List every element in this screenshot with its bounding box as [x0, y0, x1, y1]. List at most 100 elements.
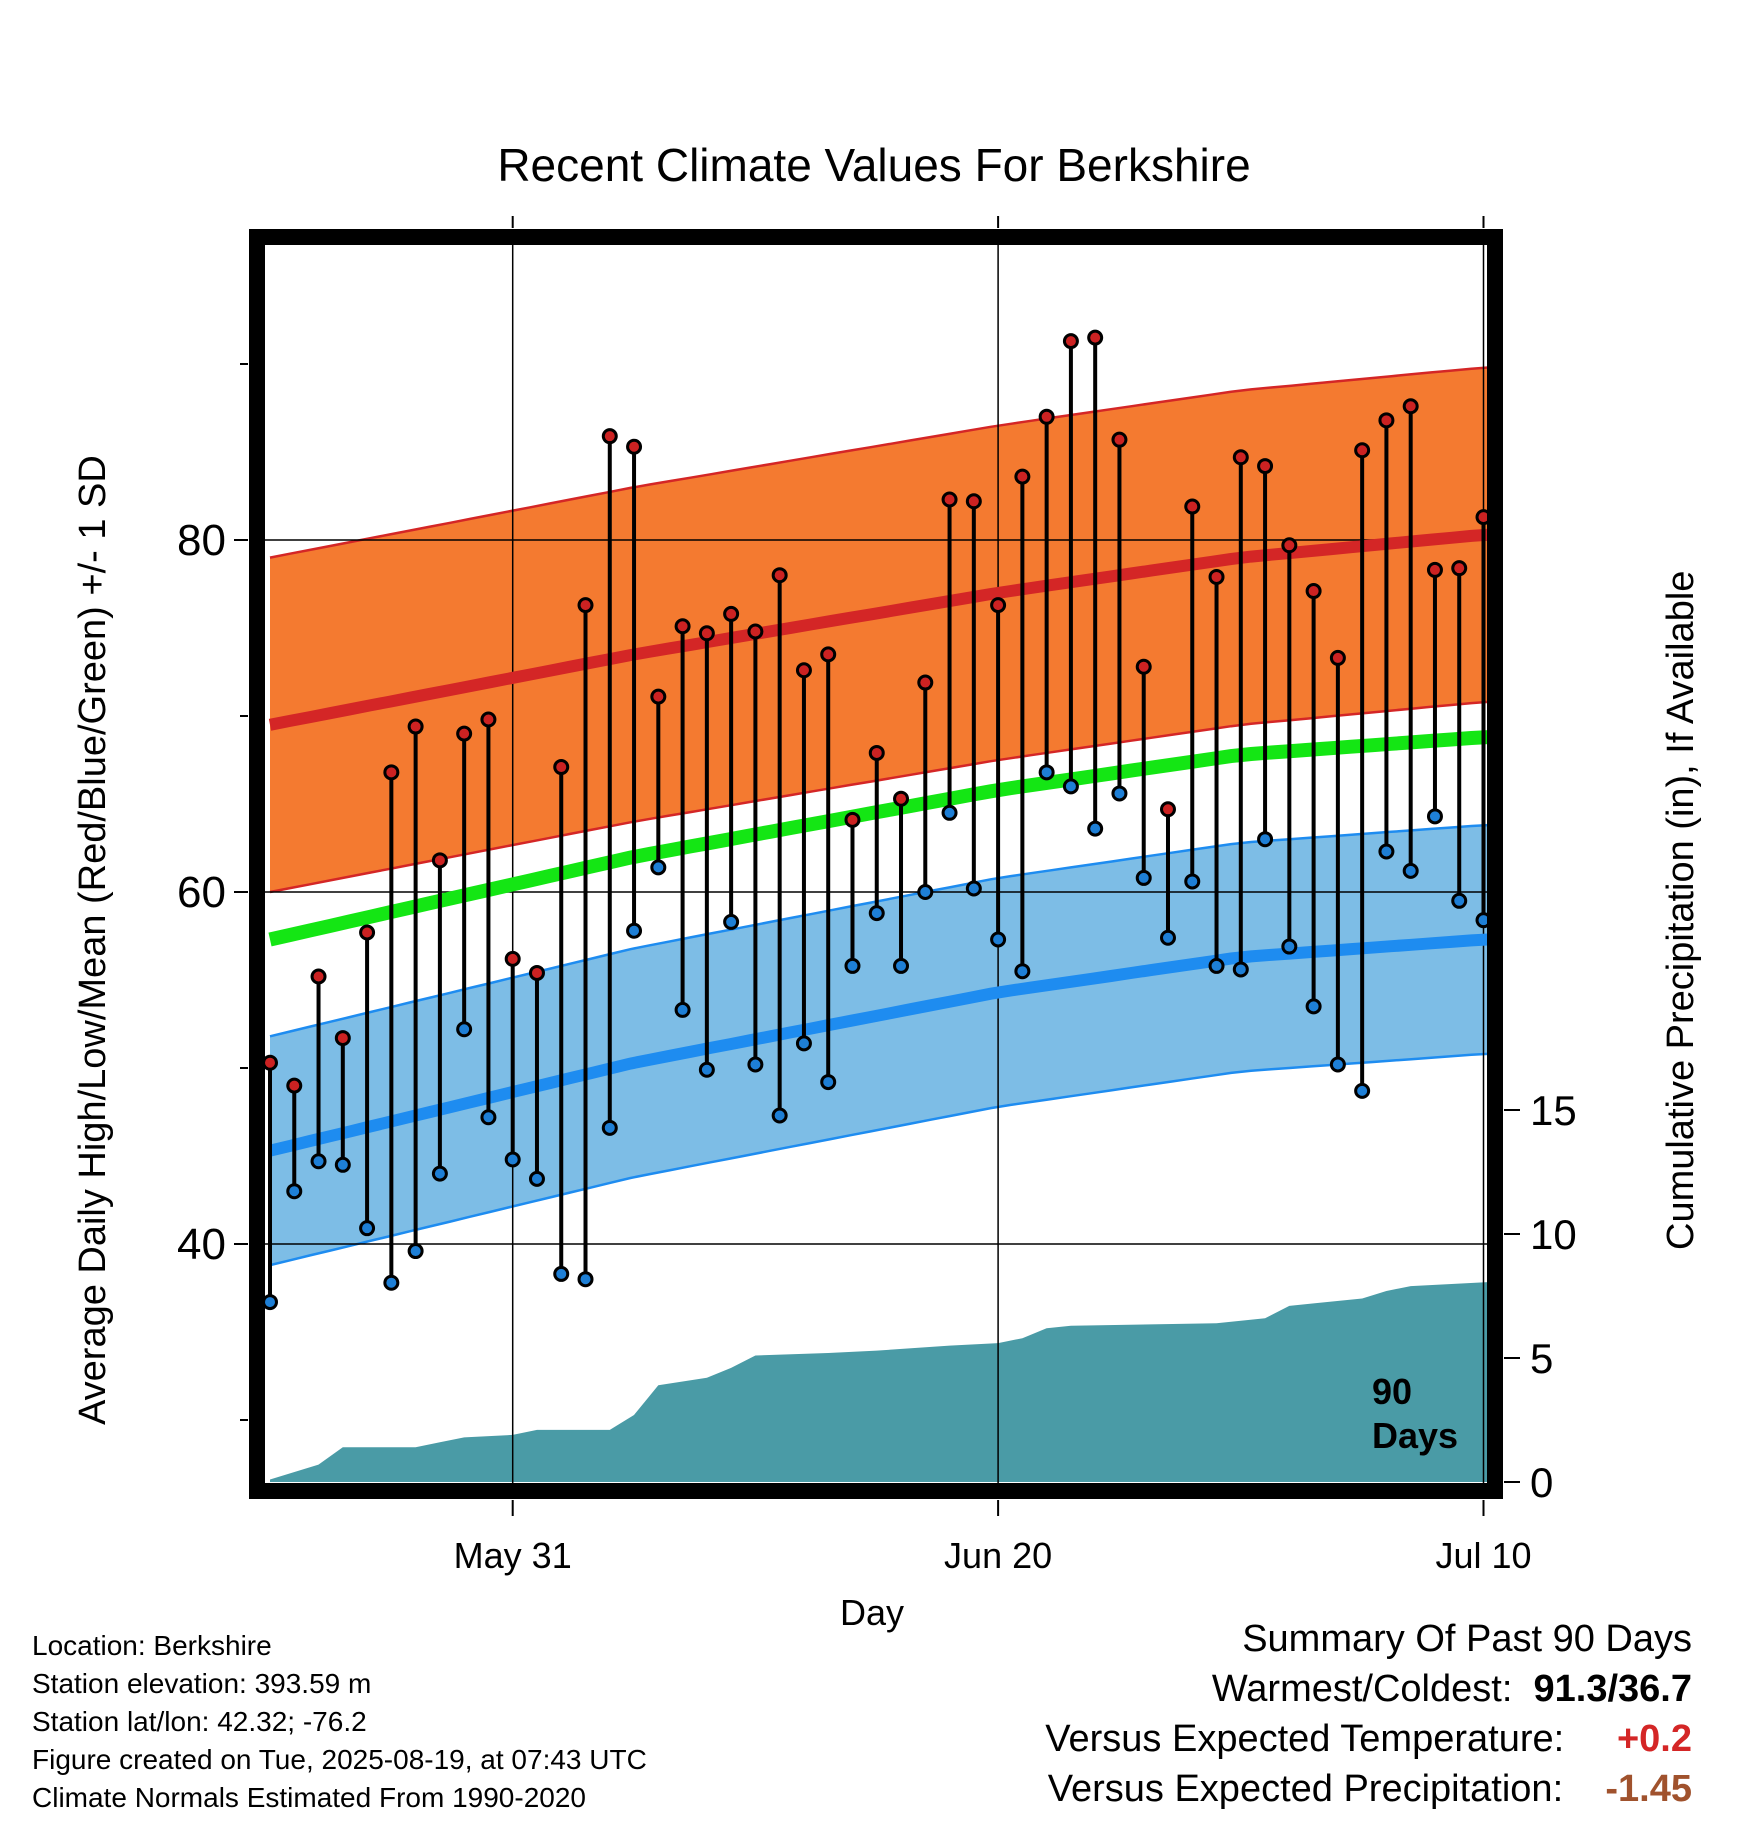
high-sd-band-lower-edge: [269, 700, 1490, 894]
meta-created: Figure created on Tue, 2025-08-19, at 07…: [32, 1744, 647, 1775]
summary-warmest-coldest-value: 91.3/36.7: [1533, 1668, 1692, 1710]
daily-low-point: [1062, 778, 1079, 795]
daily-low-point: [1354, 1082, 1371, 1099]
daily-low-point: [868, 905, 885, 922]
y-right-tick-label-5: 5: [1530, 1335, 1553, 1382]
daily-low-point: [1550, 766, 1563, 779]
y-left-tick-label-40: 40: [177, 1220, 226, 1269]
daily-low-point: [626, 922, 643, 939]
daily-low-point: [1232, 961, 1249, 978]
daily-low-point: [1378, 843, 1395, 860]
daily-high-point: [674, 618, 691, 635]
normal-low-line: [268, 933, 1490, 1157]
x-axis-label: Day: [840, 1592, 905, 1633]
summary-warmest-coldest-label: Warmest/Coldest:: [1211, 1668, 1513, 1710]
daily-low-point: [650, 859, 667, 876]
daily-low-point: [456, 1021, 473, 1038]
daily-high-point: [553, 759, 570, 776]
daily-high-point: [1526, 449, 1539, 462]
daily-low-point: [1501, 866, 1514, 879]
daily-low-point: [1087, 820, 1104, 837]
daily-low-point: [1574, 773, 1587, 786]
daily-low-point: [1135, 869, 1152, 886]
today-days-number: 90: [1372, 1371, 1413, 1412]
y-left-tick-label-60: 60: [177, 868, 226, 917]
daily-high-point: [1744, 695, 1748, 708]
daily-high-point: [1451, 560, 1468, 577]
summary-precipitation: Versus Expected Precipitation: -1.45: [1048, 1768, 1692, 1811]
daily-low-point: [1426, 808, 1443, 825]
daily-low-point: [262, 1294, 278, 1311]
high-sd-band-upper-edge: [269, 366, 1490, 559]
daily-low-point: [504, 1151, 521, 1168]
daily-high-point: [1598, 458, 1611, 471]
daily-low-point: [1526, 801, 1539, 814]
daily-low-point: [480, 1109, 497, 1126]
y-axis-left-label: Average Daily High/Low/Mean (Red/Blue/Gr…: [72, 455, 114, 1425]
meta-elevation: Station elevation: 393.59 m: [32, 1668, 372, 1699]
daily-low-point: [941, 804, 958, 821]
normal-high-line: [268, 528, 1490, 731]
daily-high-point: [626, 438, 643, 455]
daily-low-point: [528, 1170, 545, 1187]
daily-high-point: [431, 852, 448, 869]
summary-temp-label: Versus Expected Temperature:: [1045, 1718, 1565, 1760]
daily-low-point: [771, 1107, 788, 1124]
daily-low-point: [601, 1119, 618, 1136]
daily-low-point: [1184, 873, 1201, 890]
daily-low-point: [917, 884, 934, 900]
daily-low-point: [1038, 764, 1055, 781]
daily-low-point: [1014, 963, 1031, 980]
low-sd-band-lower-edge: [269, 1052, 1490, 1267]
daily-low-point: [965, 880, 982, 897]
daily-high-point: [1574, 535, 1587, 548]
daily-low-point: [1623, 884, 1636, 897]
daily-low-point: [1720, 894, 1733, 907]
summary-warmest-coldest: Warmest/Coldest: 91.3/36.7: [1212, 1668, 1692, 1711]
daily-high-point: [456, 725, 473, 742]
today-days-label: 90 Days: [1372, 1370, 1458, 1458]
daily-high-point: [747, 623, 764, 640]
daily-high-point: [868, 744, 885, 761]
y-right-tick-label-0: 0: [1530, 1459, 1553, 1506]
plot-frame: [249, 229, 1503, 1499]
daily-low-point: [1475, 912, 1490, 929]
daily-low-point: [359, 1220, 376, 1237]
daily-high-point: [1159, 801, 1176, 818]
daily-low-point: [310, 1153, 327, 1170]
daily-high-point: [1501, 440, 1514, 453]
daily-high-point: [1257, 458, 1274, 475]
daily-high-point: [1281, 537, 1298, 554]
daily-high-point: [383, 764, 400, 781]
daily-high-point: [1426, 561, 1443, 578]
daily-high-point: [795, 662, 812, 679]
daily-low-point: [407, 1243, 424, 1260]
daily-high-point: [480, 711, 497, 728]
plot-frame-layer: [249, 229, 1503, 1499]
daily-high-point: [893, 790, 910, 807]
summary-precip-label: Versus Expected Precipitation:: [1047, 1768, 1564, 1810]
daily-values-layer: [262, 329, 1748, 1311]
y-right-tick-label-15: 15: [1530, 1087, 1577, 1134]
daily-high-point: [1695, 528, 1708, 541]
daily-high-point: [1111, 431, 1128, 448]
daily-low-point: [1208, 957, 1225, 974]
daily-low-point: [334, 1156, 351, 1173]
daily-low-point: [1744, 1060, 1748, 1073]
daily-low-point: [553, 1265, 570, 1282]
y-left-tick-label-80: 80: [177, 516, 226, 565]
daily-low-point: [1257, 831, 1274, 848]
daily-low-point: [820, 1074, 837, 1091]
daily-low-point: [577, 1271, 594, 1288]
normal-lines-layer: [268, 528, 1490, 1157]
daily-high-point: [698, 625, 715, 642]
x-tick-label: Jul 10: [1435, 1535, 1531, 1576]
precip-layer: [270, 1199, 1490, 1482]
daily-low-point: [698, 1061, 715, 1078]
low-sd-band-fill: [270, 824, 1490, 1266]
daily-low-point: [1329, 1056, 1346, 1073]
daily-low-point: [723, 913, 740, 930]
daily-high-point: [1232, 449, 1249, 466]
daily-high-point: [917, 674, 934, 691]
